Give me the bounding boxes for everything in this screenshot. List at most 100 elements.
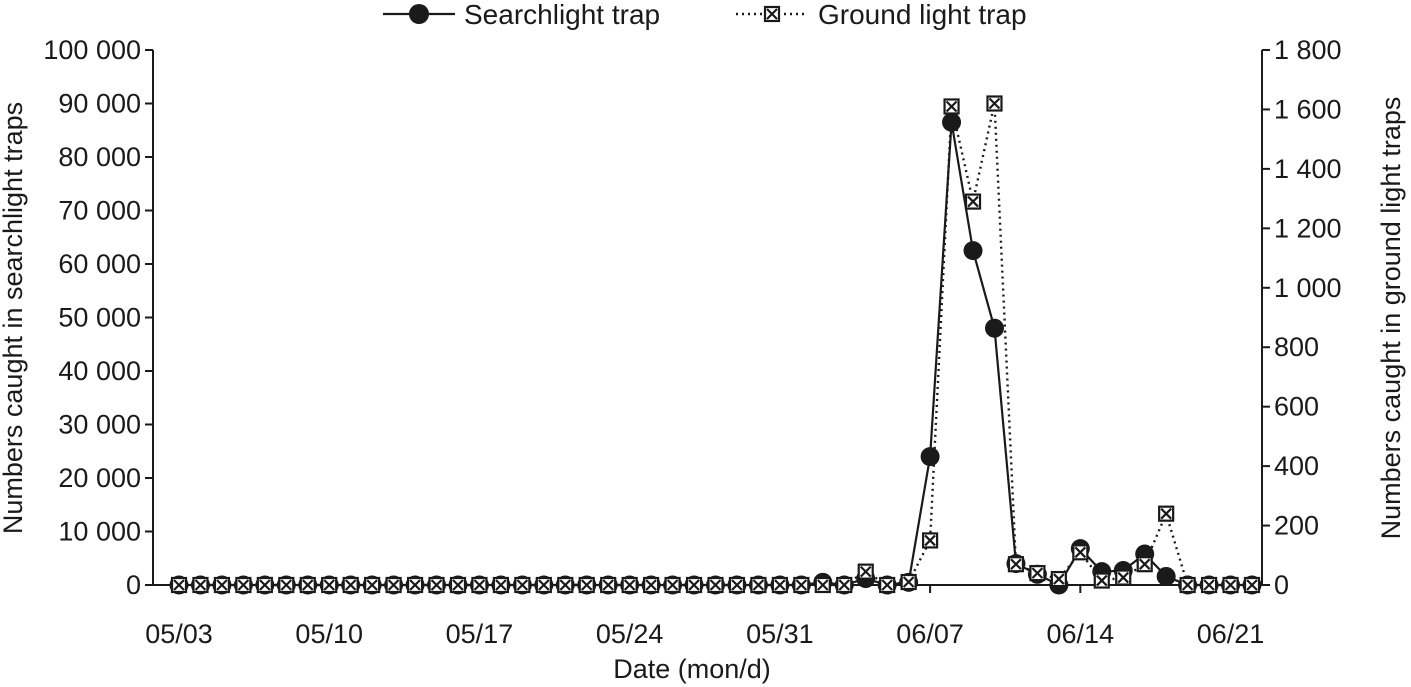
marker-cross-b [838,579,851,591]
x-tick-label: 06/07 [896,619,964,649]
legend-searchlight-label: Searchlight trap [464,0,660,30]
legend-searchlight-marker [409,4,429,24]
ground-light-trap-point [256,576,273,594]
marker-cross-b [1031,567,1044,579]
ground-light-trap-point [943,98,960,115]
marker-cross-b [774,579,786,591]
y-right-tick-label: 0 [1274,570,1289,600]
marker-cross-b [1096,574,1108,587]
ground-light-trap-line [179,103,1252,587]
y-right-tick-label: 1 800 [1274,35,1342,65]
ground-light-trap-point [728,576,746,594]
ground-light-trap-point [1029,565,1046,582]
legend-ground-marker [763,5,781,23]
marker-cross-b [173,579,185,591]
ground-light-trap-point [578,576,595,594]
ground-light-trap-point [492,576,509,594]
marker-cross-b [516,579,529,591]
series-layer [169,95,1262,595]
y-right-tick-label: 1 600 [1274,94,1342,124]
ground-light-trap-point [471,576,488,594]
marker-cross-b [259,579,271,591]
ground-light-trap-point [406,576,424,594]
ground-light-trap-point [235,576,252,594]
ground-light-trap-point [514,576,531,594]
ground-light-trap-point [857,563,874,580]
ground-light-trap-point [685,576,703,594]
ground-light-trap-point [1158,505,1175,522]
y-right-tick-label: 600 [1274,392,1319,422]
searchlight-trap-point [984,318,1004,338]
ground-light-trap-point [964,193,982,210]
ground-light-trap-point [321,576,338,594]
x-tick-label: 05/31 [746,619,814,649]
marker-cross-b [731,579,743,591]
searchlight-trap-point [920,447,940,467]
ground-light-trap-point [1200,576,1218,594]
marker-cross-b [752,579,765,591]
y-left-tick-label: 80 000 [58,142,141,172]
searchlight-trap-point [963,241,983,261]
ground-light-trap-point [836,576,853,594]
marker-cross-b [602,579,614,591]
marker-cross-b [216,579,228,591]
marker-cross-b [623,579,636,591]
y-left-tick-label: 60 000 [58,249,141,279]
marker-cross-b [194,579,207,591]
ground-light-trap-point [664,576,681,594]
marker-cross-b [859,565,872,578]
legend-ground-label: Ground light trap [818,0,1027,30]
y-left-tick-label: 70 000 [58,196,141,226]
marker-cross-b [1138,558,1151,570]
marker-cross-b [1203,579,1215,591]
ground-light-trap-point [750,576,767,594]
ground-light-trap-point [1179,576,1196,594]
ground-light-trap-point [1136,556,1153,573]
marker-cross-b [580,579,593,591]
marker-cross-b [1117,571,1130,584]
y-right-tick-label: 1 400 [1274,154,1342,184]
ground-light-trap-point [814,576,831,594]
ground-light-trap-point [1050,570,1067,588]
searchlight-trap-point [942,112,962,132]
marker-cross-b [924,534,936,547]
marker-cross-b [988,97,1001,110]
marker-cross-b [1224,579,1237,591]
y-right-tick-label: 1 200 [1274,213,1342,243]
y-left-tick-label: 20 000 [58,463,141,493]
y-left-axis-title: Numbers caught in searchlight traps [0,102,28,534]
x-tick-label: 05/24 [596,619,664,649]
ground-light-trap-point [449,576,467,594]
y-left-tick-label: 10 000 [58,517,141,547]
y-left-tick-label: 100 000 [43,35,141,65]
ground-light-trap-point [1222,576,1239,594]
x-tick-label: 05/10 [295,619,363,649]
ground-light-trap-point [1072,544,1089,561]
axes: 0 10 000 20 000 30 000 40 000 50 000 60 000 70 … [43,35,1341,649]
marker-cross-b [301,579,314,591]
marker-cross-b [1010,558,1022,570]
ground-light-trap-point [364,576,381,594]
y-left-tick-label: 0 [126,570,141,600]
marker-cross-b [366,579,378,591]
ground-light-trap-point [1115,569,1132,586]
marker-cross-b [495,579,507,591]
searchlight-trap-point [1156,566,1176,586]
x-tick-label: 06/14 [1047,619,1115,649]
y-right-tick-label: 400 [1274,451,1319,481]
y-right-tick-label: 200 [1274,511,1319,541]
marker-cross-b [688,579,700,591]
marker-cross-b [430,579,443,591]
marker-cross-b [881,579,893,591]
x-tick-label: 05/03 [145,619,213,649]
y-left-tick-label: 30 000 [58,410,141,440]
ground-light-trap-point [170,576,188,594]
ground-light-trap-point [879,576,896,594]
x-tick-label: 05/17 [446,619,514,649]
ground-light-trap-point [1243,576,1261,594]
marker-cross-b [237,579,250,591]
marker-cross-b [666,579,679,591]
marker-cross-b [1160,507,1172,520]
ground-light-trap-point [299,576,316,594]
marker-cross-b [559,579,572,591]
